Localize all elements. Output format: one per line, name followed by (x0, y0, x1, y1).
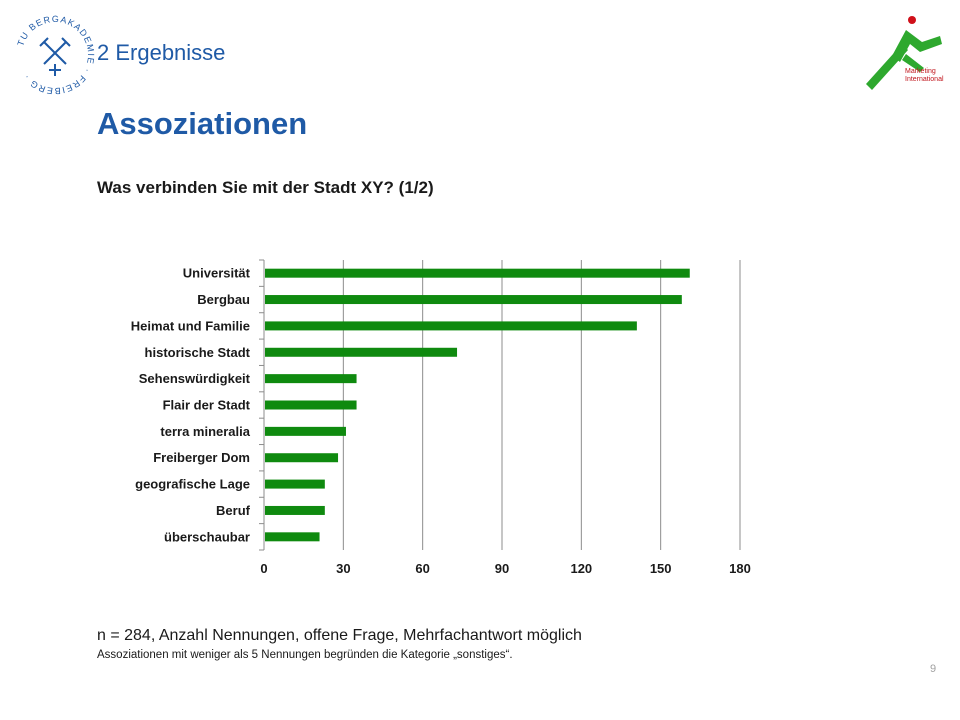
section-label: 2 Ergebnisse (97, 40, 226, 65)
x-tick-label: 90 (495, 561, 509, 576)
logo-text: Marketing International (905, 68, 944, 83)
bar (265, 505, 325, 515)
category-note: Assoziationen mit weniger als 5 Nennunge… (97, 649, 513, 661)
x-tick-label: 60 (415, 561, 429, 576)
category-label: Flair der Stadt (163, 398, 251, 413)
bar (265, 374, 357, 384)
category-label: Bergbau (197, 292, 250, 307)
category-label: Universität (183, 266, 251, 281)
category-label: Sehenswürdigkeit (139, 371, 251, 386)
category-label: terra mineralia (160, 424, 250, 439)
x-tick-label: 180 (729, 561, 751, 576)
bar (265, 347, 458, 357)
bar (265, 321, 637, 331)
bar (265, 268, 690, 278)
university-seal-logo: TU BERGAKADEMIE · FREIBERG · (15, 14, 95, 96)
association-bar-chart: 0 30 60 90 120 150 180 Universität Bergbau Heimat… (131, 259, 751, 576)
hammer-pick-icon (39, 37, 71, 76)
category-label: Beruf (216, 503, 251, 518)
page-title: Assoziationen (97, 106, 308, 141)
bar (265, 426, 346, 436)
x-tick-label: 150 (650, 561, 672, 576)
category-label: Freiberger Dom (153, 450, 250, 465)
category-label: überschaubar (164, 529, 250, 544)
marketing-international-logo (866, 16, 942, 90)
bar (265, 400, 357, 410)
category-label: Heimat und Familie (131, 318, 250, 333)
category-label: historische Stadt (145, 345, 251, 360)
bar (265, 295, 682, 305)
x-tick-label: 30 (336, 561, 350, 576)
page-number: 9 (930, 663, 937, 675)
x-tick-label: 0 (260, 561, 267, 576)
question-subtitle: Was verbinden Sie mit der Stadt XY? (1/2… (97, 178, 434, 197)
bar (265, 453, 339, 463)
category-label: geografische Lage (135, 477, 250, 492)
bar (265, 532, 320, 542)
sample-note: n = 284, Anzahl Nennungen, offene Frage,… (97, 627, 582, 644)
bar (265, 479, 325, 489)
x-tick-label: 120 (570, 561, 592, 576)
